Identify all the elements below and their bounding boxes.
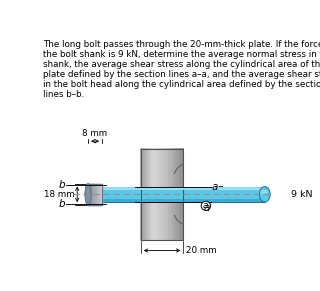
Text: a: a [204,203,210,213]
Bar [88,184,102,205]
Bar [141,187,183,202]
Text: shank, the average shear stress along the cylindrical area of the: shank, the average shear stress along th… [43,60,320,69]
Text: 7 mm: 7 mm [218,186,244,195]
Text: in the bolt head along the cylindrical area defined by the section: in the bolt head along the cylindrical a… [43,80,320,89]
Text: lines b–b.: lines b–b. [43,91,84,99]
Circle shape [201,201,211,210]
Text: a: a [211,182,218,191]
Bar [88,184,102,205]
Text: plate defined by the section lines a–a, and the average shear stress: plate defined by the section lines a–a, … [43,70,320,79]
Text: b: b [59,198,66,209]
Bar [141,149,183,240]
Bar [102,198,265,202]
Text: 8 mm: 8 mm [83,129,108,138]
Text: 18 mm: 18 mm [44,190,75,199]
Bar [102,187,265,191]
Text: The long bolt passes through the 20-mm-thick plate. If the force in: The long bolt passes through the 20-mm-t… [43,40,320,49]
Text: b: b [59,180,66,190]
Bar [102,187,265,202]
Ellipse shape [260,190,268,194]
Text: a: a [203,201,209,210]
Ellipse shape [85,184,91,205]
Text: the bolt shank is 9 kN, determine the average normal stress in the: the bolt shank is 9 kN, determine the av… [43,50,320,59]
Text: 9 kN: 9 kN [291,190,313,199]
Text: 20 mm: 20 mm [186,246,216,255]
Ellipse shape [259,187,270,202]
